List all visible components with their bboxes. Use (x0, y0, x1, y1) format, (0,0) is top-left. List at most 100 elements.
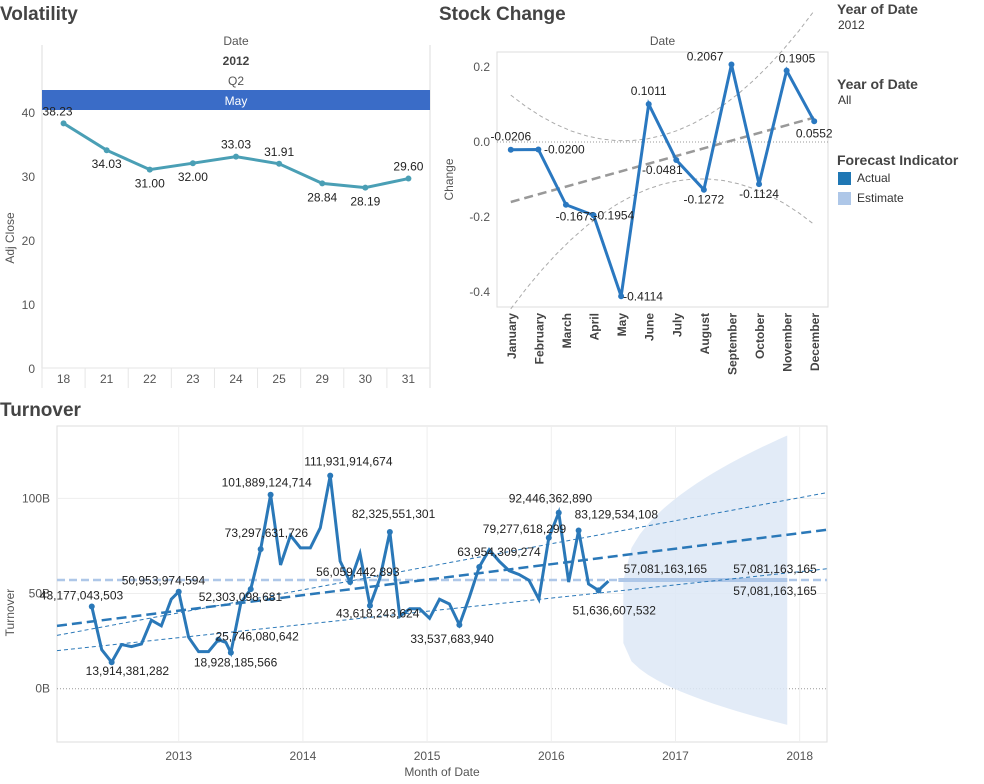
stock-header-field: Date (650, 34, 676, 48)
vol-xtick-label: 29 (316, 372, 330, 386)
stock-xtick-label: January (505, 313, 519, 359)
turn-ytick-label: 50B (29, 587, 50, 601)
vol-xtick-label: 24 (229, 372, 243, 386)
turn-data-label: 83,129,534,108 (575, 507, 659, 521)
turn-data-label: 18,928,185,566 (194, 656, 278, 670)
legend-swatch-actual (838, 171, 851, 185)
vol-data-label: 32.00 (178, 170, 208, 184)
vol-ytick-label: 30 (22, 170, 36, 184)
stock-xtick-label: October (753, 313, 767, 359)
turn-data-label: 25,746,080,642 (215, 630, 299, 644)
stock-ylabel: Change (442, 158, 456, 200)
vol-data-label: 28.19 (350, 195, 380, 209)
vol-point (146, 166, 153, 173)
stock-point (590, 212, 597, 219)
legend-item-actual[interactable]: Actual (838, 171, 890, 185)
vol-xtick-label: 18 (57, 372, 71, 386)
stock-ytick-label: 0.2 (473, 60, 490, 74)
stock-data-label: -0.1272 (684, 193, 725, 207)
vol-point (103, 147, 110, 154)
stock-ytick-label: -0.4 (469, 285, 490, 299)
turn-labelled-point (347, 578, 354, 585)
turn-labelled-point (227, 649, 234, 656)
stock-data-label: -0.1124 (739, 187, 779, 201)
turn-labelled-point (386, 528, 393, 535)
vol-point (405, 175, 412, 182)
stock-data-label: 0.1905 (779, 52, 816, 66)
turn-data-label: 43,177,043,503 (40, 589, 124, 603)
turn-labelled-point (175, 588, 182, 595)
vol-point (319, 180, 326, 187)
filter-year-value-2[interactable]: All (838, 93, 852, 107)
turn-trend-upper-line (56, 492, 828, 636)
turn-data-label: 56,059,442,893 (316, 565, 400, 579)
turn-data-label: 50,953,974,594 (122, 574, 206, 588)
stock-point (535, 146, 542, 153)
legend-title: Forecast Indicator (837, 152, 959, 168)
stock-point (673, 157, 680, 164)
turn-labelled-point (366, 602, 373, 609)
vol-ytick-label: 10 (22, 298, 36, 312)
stock-xtick-label: June (643, 313, 657, 341)
stock-data-label: 0.1011 (631, 84, 667, 98)
stock-xtick-label: November (781, 313, 795, 372)
turn-data-label: 51,636,607,532 (572, 603, 656, 617)
turn-plot-frame (56, 425, 828, 743)
stock-point (618, 293, 625, 300)
turn-labelled-point (456, 621, 463, 628)
volatility-chart: Date 2012 Q2 May 0 10 20 30 40 Adj Close 18 21 22 23 2… (3, 34, 431, 388)
legend-swatch-estimate (838, 191, 851, 205)
stock-data-label: -0.0481 (642, 163, 683, 177)
turn-labelled-point (545, 534, 552, 541)
stock-point (783, 67, 790, 74)
turn-trend-lower-line (56, 568, 828, 652)
turn-xtick-label: 2014 (290, 749, 317, 763)
turn-data-label: 57,081,163,165 (733, 562, 817, 576)
vol-ytick-label: 40 (22, 106, 36, 120)
vol-data-label: 29.60 (393, 160, 423, 174)
stock-point (728, 61, 735, 68)
stock-plot-frame (496, 51, 829, 308)
stock-ytick-label: -0.2 (469, 210, 490, 224)
turn-data-label: 43,618,243,624 (336, 607, 420, 621)
vol-xtick-label: 31 (402, 372, 416, 386)
vol-point (233, 153, 239, 160)
vol-data-label: 33.03 (221, 138, 251, 152)
turn-ytick-label: 100B (22, 491, 50, 505)
turn-xlabel: Month of Date (404, 765, 480, 779)
vol-xtick-label: 22 (143, 372, 157, 386)
turn-labelled-point (257, 546, 264, 553)
vol-data-label: 31.91 (264, 145, 294, 159)
legend-item-estimate[interactable]: Estimate (838, 191, 904, 205)
vol-ytick-label: 0 (28, 362, 35, 376)
stock-trend-line (510, 116, 815, 204)
vol-data-label: 28.84 (307, 190, 337, 204)
turn-labelled-point (215, 636, 222, 643)
vol-data-label: 38.23 (43, 104, 73, 118)
vol-header-month-bar (42, 90, 430, 110)
stock-xtick-label: September (725, 313, 739, 375)
turn-data-label: 101,889,124,714 (222, 476, 312, 490)
turn-xtick-label: 2015 (414, 749, 441, 763)
turn-data-label: 82,325,551,301 (352, 507, 436, 521)
stock-data-label: 0.0552 (796, 126, 833, 140)
turn-data-label: 57,081,163,165 (733, 584, 817, 598)
turn-data-label: 79,277,618,299 (483, 522, 567, 536)
filter-year-value[interactable]: 2012 (838, 18, 865, 32)
turn-labelled-point (575, 527, 582, 534)
stock-data-label: -0.0200 (544, 143, 585, 157)
vol-xtick-label: 21 (100, 372, 114, 386)
stock-xtick-label: May (615, 313, 629, 337)
stock-data-label: -0.1673 (556, 210, 597, 224)
turn-data-label: 73,297,631,726 (225, 526, 309, 540)
vol-data-label: 34.03 (92, 157, 122, 171)
stock-trend-lower-band (510, 178, 815, 310)
turn-labelled-point (267, 491, 274, 498)
vol-data-label: 31.00 (135, 177, 165, 191)
vol-xtick-label: 23 (186, 372, 200, 386)
turn-data-label: 111,931,914,674 (304, 455, 393, 469)
turn-trend-line (56, 528, 828, 628)
turnover-chart: 2013 2014 2015 2016 2017 2018 0B 50B 100B Turnove… (3, 425, 828, 779)
legend-label-actual: Actual (857, 171, 891, 185)
turn-data-label: 63,954,309,274 (457, 545, 541, 559)
